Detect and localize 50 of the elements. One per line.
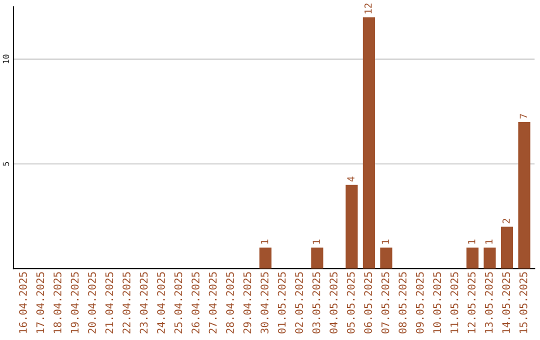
x-tick-label: 15.05.2025 (519, 272, 528, 333)
bar (259, 248, 272, 269)
data-label: 1 (468, 240, 476, 244)
x-tick-label: 12.05.2025 (468, 272, 476, 333)
data-label: 7 (520, 114, 527, 119)
x-tick-label: 29.04.2025 (243, 272, 252, 334)
x-tick-label: 10.05.2025 (433, 272, 442, 333)
y-tick-label: 5 (2, 162, 10, 166)
bar (311, 248, 324, 269)
bar (466, 248, 479, 269)
data-label: 2 (502, 218, 510, 224)
x-tick-label: 17.04.2025 (36, 272, 44, 333)
data-label: 12 (364, 4, 372, 14)
x-tick-label: 06.05.2025 (364, 272, 372, 334)
x-tick-label: 20.04.2025 (88, 272, 96, 334)
data-label: 1 (485, 240, 492, 244)
x-tick-label: 22.04.2025 (122, 272, 130, 334)
x-tick-label: 18.04.2025 (54, 272, 62, 333)
y-tick-label: 10 (2, 54, 10, 64)
x-tick-label: 14.05.2025 (502, 272, 510, 333)
data-label: 1 (382, 240, 389, 244)
x-tick-label: 21.04.2025 (105, 272, 114, 334)
x-tick-label: 19.04.2025 (70, 272, 79, 333)
bar (362, 17, 375, 269)
x-tick-label: 30.04.2025 (260, 272, 268, 334)
x-tick-label: 08.05.2025 (398, 272, 407, 334)
data-label: 1 (261, 240, 268, 244)
x-tick-label: 03.05.2025 (312, 272, 320, 334)
bar (518, 122, 530, 269)
x-tick-label: 02.05.2025 (295, 272, 303, 334)
x-tick-label: 26.04.2025 (192, 272, 200, 334)
x-tick-label: 07.05.2025 (381, 272, 390, 334)
x-tick-label: 01.05.2025 (278, 272, 286, 334)
x-tick-label: 16.04.2025 (19, 272, 27, 333)
bar (380, 248, 392, 269)
x-tick-label: 13.05.2025 (484, 272, 493, 333)
x-tick-label: 23.04.2025 (140, 272, 148, 334)
x-tick-label: 27.04.2025 (208, 272, 217, 334)
x-tick-label: 25.04.2025 (174, 272, 182, 334)
data-label: 4 (347, 176, 354, 182)
x-tick-label: 04.05.2025 (330, 272, 338, 334)
bar (500, 226, 514, 269)
x-tick-label: 24.04.2025 (157, 272, 165, 334)
bar (484, 248, 496, 269)
x-tick-label: 11.05.2025 (450, 272, 458, 333)
x-tick-label: 09.05.2025 (416, 272, 424, 334)
x-tick-label: 05.05.2025 (346, 272, 355, 334)
x-tick-label: 28.04.2025 (226, 272, 234, 334)
bar (346, 184, 358, 269)
data-label: 1 (312, 240, 320, 244)
